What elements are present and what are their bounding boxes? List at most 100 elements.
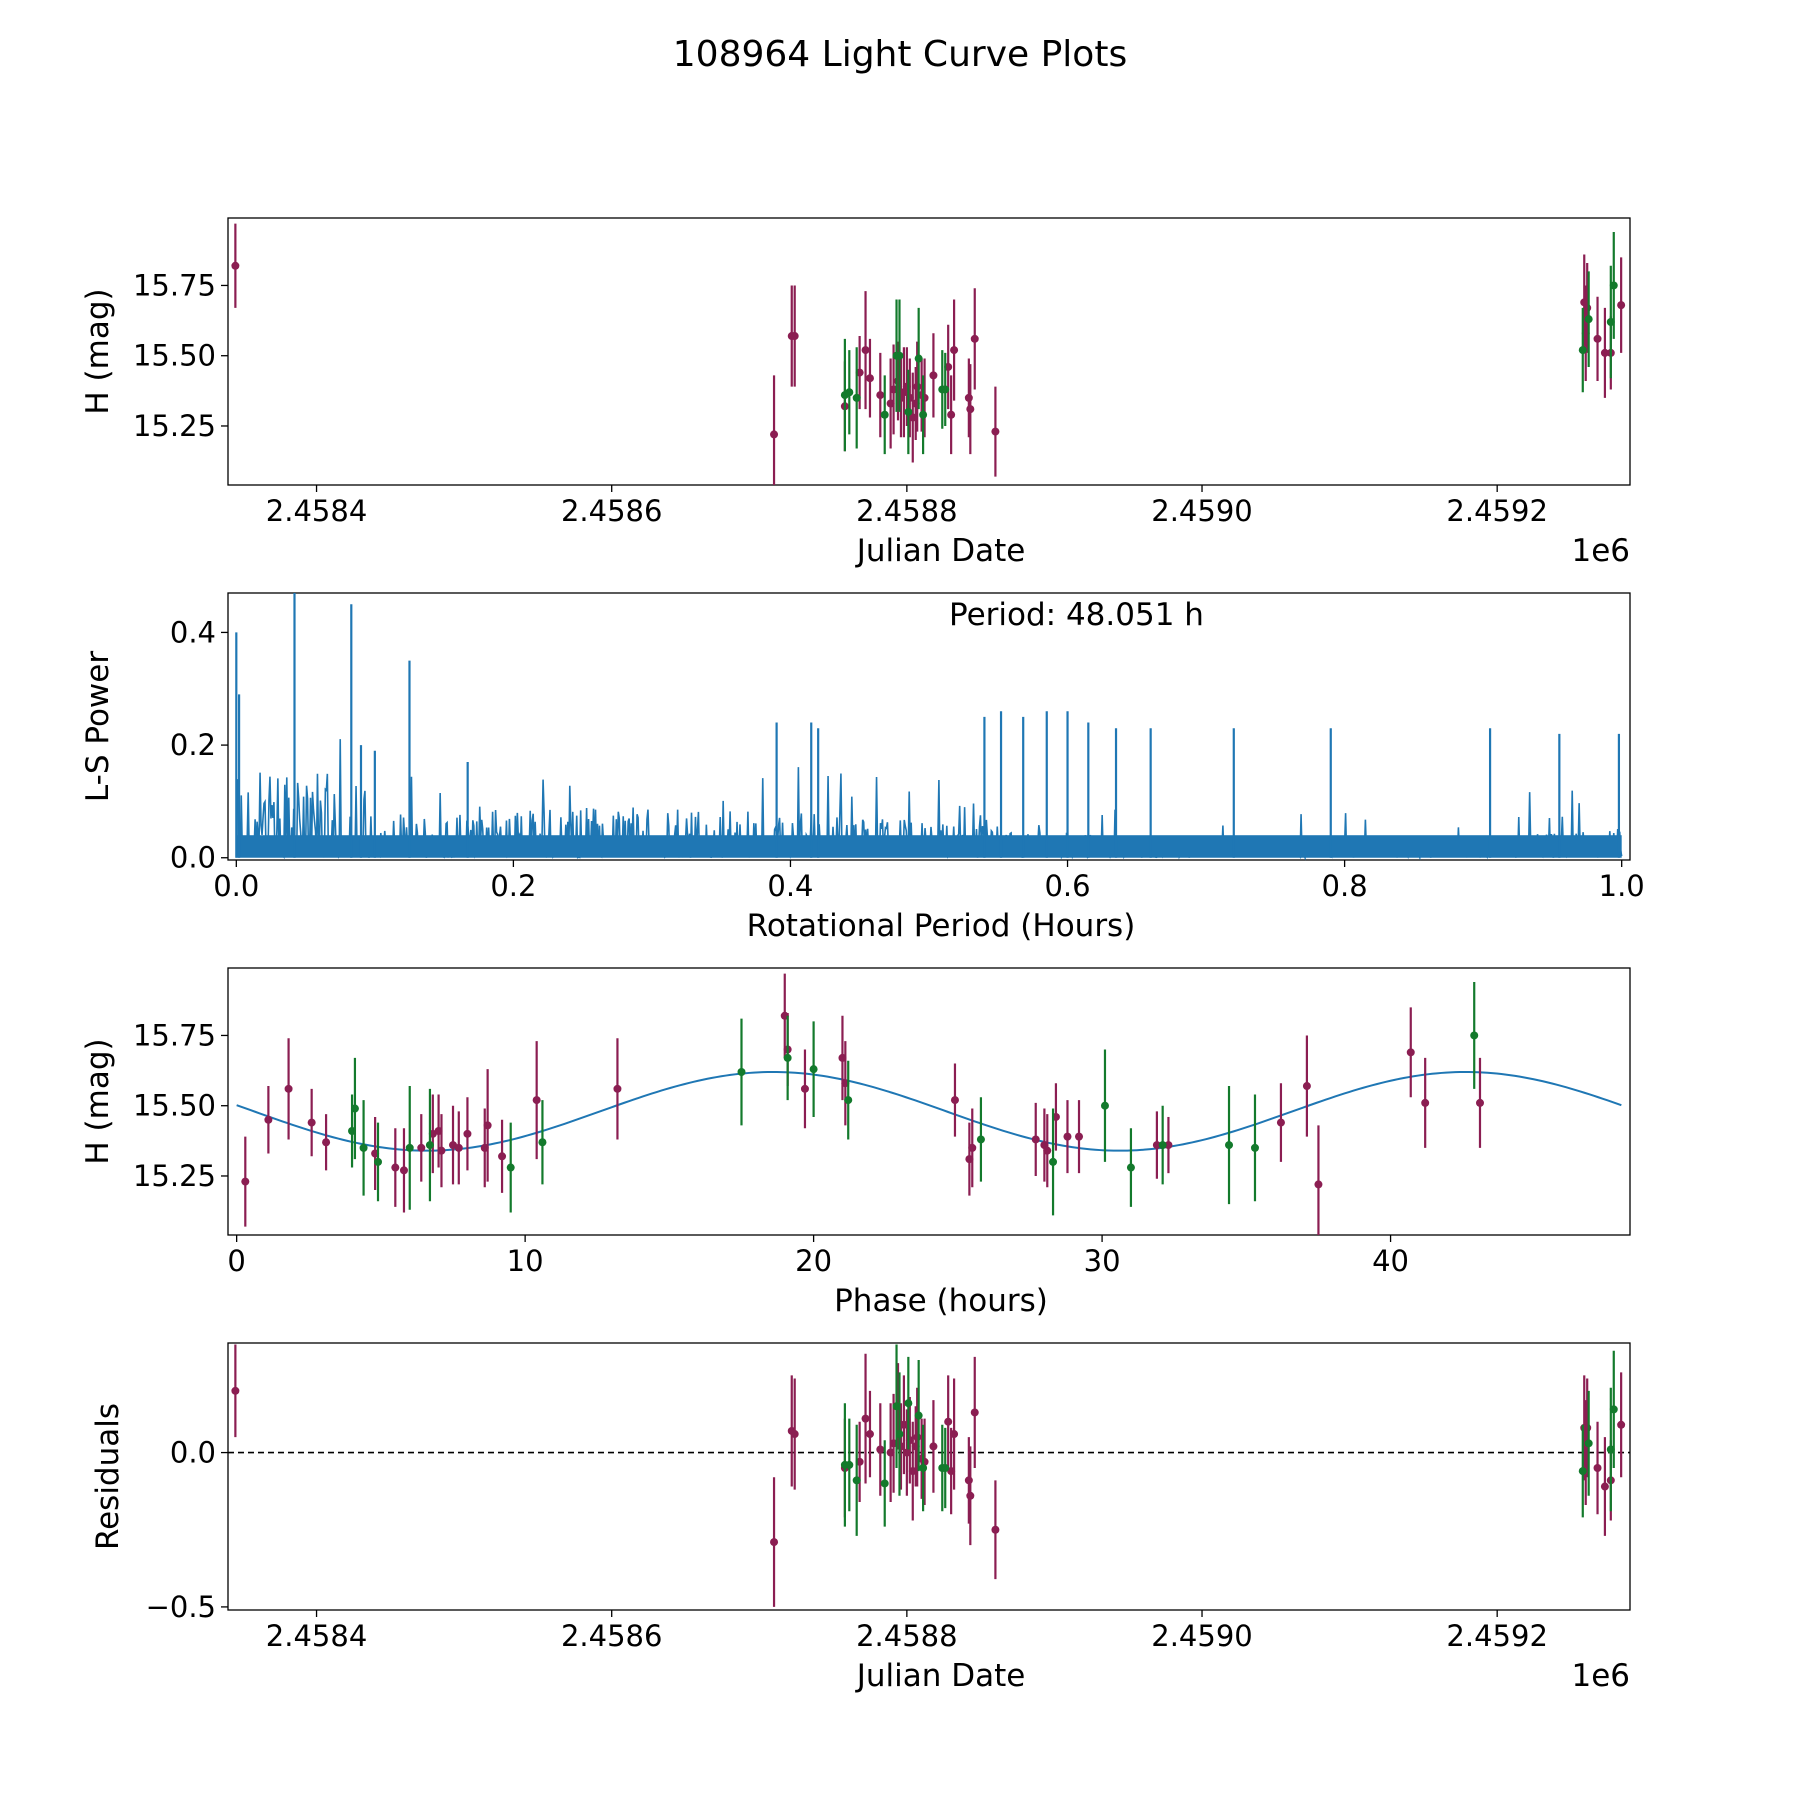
green-point xyxy=(1578,346,1587,355)
x-offset-label: 1e6 xyxy=(1571,1658,1630,1694)
magenta-point xyxy=(1600,348,1609,357)
green-point xyxy=(895,351,904,360)
charts-container: 2.4584 2.4586 2.4588 2.4590 2.4592 15.25 15.50… xyxy=(80,217,1645,1694)
y-tick-label: 0.0 xyxy=(170,1436,216,1470)
magenta-point xyxy=(991,427,1000,436)
x-tick-label: 2.4586 xyxy=(561,1619,662,1653)
magenta-point xyxy=(322,1138,331,1147)
x-axis-label: Julian Date xyxy=(855,533,1026,569)
magenta-point xyxy=(498,1152,507,1161)
magenta-point xyxy=(399,1166,408,1175)
magenta-point xyxy=(968,1143,977,1152)
magenta-point xyxy=(861,346,870,355)
green-point xyxy=(1225,1141,1234,1150)
magenta-point xyxy=(454,1143,463,1152)
magenta-point xyxy=(947,410,956,419)
green-point xyxy=(941,1464,950,1473)
x-axis-label: Rotational Period (Hours) xyxy=(747,908,1136,944)
magenta-point xyxy=(1043,1146,1052,1155)
y-axis-label: H (mag) xyxy=(80,1038,116,1164)
green-point xyxy=(845,1460,854,1469)
magenta-point xyxy=(483,1121,492,1130)
residuals-plot: 2.4584 2.4586 2.4588 2.4590 2.4592 −0.5 0.0 Jul… xyxy=(90,1342,1631,1694)
x-tick-label: 0.2 xyxy=(490,869,536,903)
magenta-point xyxy=(876,1445,885,1454)
plot-frame xyxy=(227,967,1631,1236)
green-point xyxy=(919,1464,928,1473)
x-tick-label: 2.4590 xyxy=(1151,1619,1252,1653)
magenta-point xyxy=(865,1430,874,1439)
green-point xyxy=(880,410,889,419)
x-tick-label: 1.0 xyxy=(1599,869,1645,903)
magenta-point xyxy=(613,1084,622,1093)
x-tick-label: 0.8 xyxy=(1322,869,1368,903)
y-axis-label: L-S Power xyxy=(80,651,116,802)
magenta-point xyxy=(950,346,959,355)
green-point xyxy=(852,393,861,402)
magenta-point xyxy=(307,1118,316,1127)
magenta-point xyxy=(241,1177,250,1186)
magenta-point xyxy=(964,1476,973,1485)
magenta-point xyxy=(929,371,938,380)
magenta-point xyxy=(1063,1132,1072,1141)
green-point xyxy=(1609,281,1618,290)
magenta-point xyxy=(970,334,979,343)
power-noise-band xyxy=(236,835,1622,858)
x-tick-label: 2.4588 xyxy=(856,1619,957,1653)
magenta-point xyxy=(944,1417,953,1426)
green-point xyxy=(880,1479,889,1488)
y-tick-label: 0.2 xyxy=(170,728,216,762)
magenta-point xyxy=(913,382,922,391)
fit-curve xyxy=(236,1070,1622,1152)
magenta-point xyxy=(865,374,874,383)
green-point xyxy=(1158,1141,1167,1150)
green-point xyxy=(809,1065,818,1074)
green-point xyxy=(1049,1157,1058,1166)
green-point xyxy=(941,385,950,394)
magenta-point xyxy=(1164,1141,1173,1150)
green-point xyxy=(914,354,923,363)
magenta-point xyxy=(929,1442,938,1451)
green-point xyxy=(919,410,928,419)
green-point xyxy=(405,1143,414,1152)
x-tick-label: 2.4592 xyxy=(1446,494,1547,528)
magenta-point xyxy=(964,393,973,402)
x-tick-label: 0.4 xyxy=(767,869,813,903)
data-points xyxy=(231,1344,1626,1607)
green-point xyxy=(852,1476,861,1485)
magenta-point xyxy=(1617,301,1626,310)
green-point xyxy=(1584,315,1593,324)
plot-frame xyxy=(227,592,1631,861)
x-tick-label: 20 xyxy=(795,1244,832,1278)
x-tick-label: 2.4592 xyxy=(1446,1619,1547,1653)
y-tick-label: 15.75 xyxy=(133,268,216,302)
y-tick-label: −0.5 xyxy=(146,1590,216,1624)
magenta-point xyxy=(532,1096,541,1105)
magenta-point xyxy=(231,261,240,270)
x-tick-label: 2.4588 xyxy=(856,494,957,528)
y-tick-label: 15.25 xyxy=(133,409,216,443)
magenta-point xyxy=(1302,1082,1311,1091)
magenta-point xyxy=(991,1525,1000,1534)
y-axis-label: H (mag) xyxy=(80,288,116,414)
x-offset-label: 1e6 xyxy=(1571,533,1630,569)
y-tick-label: 15.50 xyxy=(133,1089,216,1123)
data-points xyxy=(231,223,1626,485)
magenta-point xyxy=(770,1538,779,1547)
magenta-point xyxy=(1583,303,1592,312)
green-point xyxy=(845,388,854,397)
magenta-point xyxy=(861,1414,870,1423)
magenta-point xyxy=(770,430,779,439)
data-points xyxy=(241,973,1484,1235)
x-tick-label: 0.0 xyxy=(213,869,259,903)
magenta-point xyxy=(417,1143,426,1152)
x-axis-label: Phase (hours) xyxy=(834,1283,1048,1319)
green-point xyxy=(737,1067,746,1076)
x-tick-label: 2.4584 xyxy=(266,1619,367,1653)
phased-plot: 0 10 20 30 40 15.25 15.50 15.75 Phase (hours) H (… xyxy=(80,967,1631,1319)
magenta-point xyxy=(391,1163,400,1172)
magenta-point xyxy=(1152,1141,1161,1150)
y-axis-label: Residuals xyxy=(90,1403,126,1550)
green-point xyxy=(904,1399,913,1408)
green-point xyxy=(538,1138,547,1147)
